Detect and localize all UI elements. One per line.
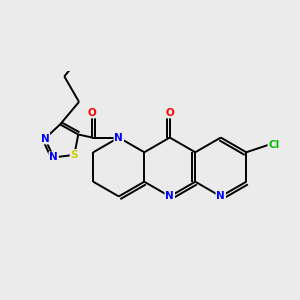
- Text: N: N: [114, 133, 123, 142]
- Text: N: N: [216, 191, 225, 201]
- Text: O: O: [88, 107, 97, 118]
- Text: N: N: [49, 152, 58, 162]
- Text: N: N: [165, 191, 174, 201]
- Text: O: O: [165, 107, 174, 118]
- Text: S: S: [70, 150, 78, 160]
- Text: N: N: [40, 134, 49, 144]
- Text: Cl: Cl: [268, 140, 280, 150]
